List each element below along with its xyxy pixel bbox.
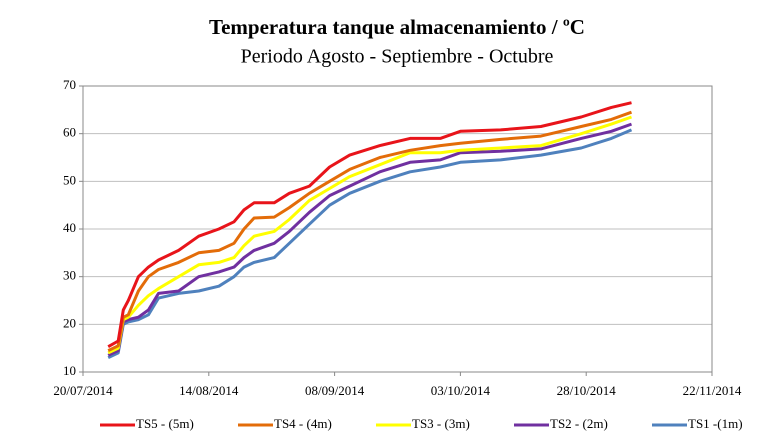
y-tick-label: 20 bbox=[63, 315, 76, 330]
series-line bbox=[107, 115, 632, 355]
y-tick-label: 60 bbox=[63, 125, 76, 140]
legend-label: TS1 -(1m) bbox=[688, 416, 743, 431]
series-line bbox=[107, 101, 632, 349]
legend-label: TS4 - (4m) bbox=[274, 416, 332, 431]
series-line bbox=[107, 122, 633, 357]
legend-label: TS2 - (2m) bbox=[550, 416, 608, 431]
series-line bbox=[107, 110, 633, 352]
y-tick-label: 50 bbox=[63, 172, 76, 187]
x-tick-label: 28/10/2014 bbox=[557, 383, 617, 398]
x-tick-label: 22/11/2014 bbox=[683, 383, 742, 398]
y-tick-label: 40 bbox=[63, 220, 76, 235]
chart-title: Temperatura tanque almacenamiento / ºC bbox=[209, 15, 585, 39]
legend-label: TS3 - (3m) bbox=[412, 416, 470, 431]
x-tick-label: 08/09/2014 bbox=[305, 383, 365, 398]
plot-border bbox=[82, 85, 713, 373]
x-tick-label: 03/10/2014 bbox=[431, 383, 491, 398]
x-tick-label: 14/08/2014 bbox=[179, 383, 239, 398]
y-tick-label: 30 bbox=[63, 268, 76, 283]
chart-subtitle: Periodo Agosto - Septiembre - Octubre bbox=[241, 46, 554, 68]
y-tick-label: 70 bbox=[63, 77, 76, 92]
series-line bbox=[107, 128, 633, 360]
y-tick-label: 10 bbox=[63, 363, 76, 378]
x-tick-label: 20/07/2014 bbox=[53, 383, 113, 398]
legend-label: TS5 - (5m) bbox=[136, 416, 194, 431]
